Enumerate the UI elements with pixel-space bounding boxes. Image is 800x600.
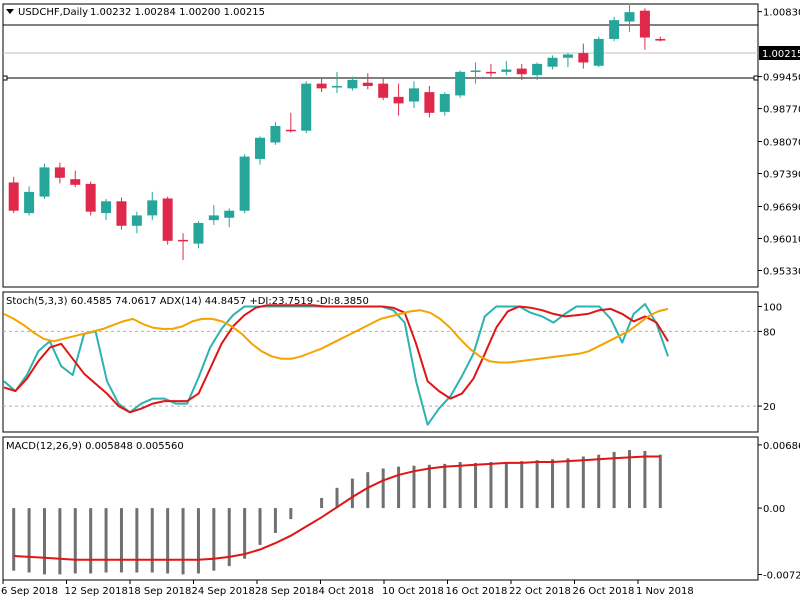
candle-body <box>70 179 81 185</box>
candle-body <box>609 20 620 39</box>
ohlc-label: 1.00232 1.00284 1.00200 1.00215 <box>90 7 265 18</box>
candle-body <box>301 83 312 131</box>
candle-body <box>270 126 281 143</box>
adx-line <box>3 307 669 364</box>
candle-body <box>532 63 543 76</box>
candle-body <box>224 210 235 218</box>
price-panel <box>2 3 759 288</box>
stoch-tick-label: 100 <box>763 302 782 313</box>
macd-signal-line <box>13 455 661 561</box>
candle-body <box>54 167 65 178</box>
candle-body <box>639 10 650 38</box>
date-tick-label: 4 Oct 2018 <box>319 586 374 597</box>
candle-body <box>455 71 466 96</box>
stoch-tick-label: 80 <box>763 327 776 338</box>
candle-body <box>193 222 204 244</box>
macd-tick-label: 0.006863 <box>763 441 800 452</box>
date-tick-label: 24 Sep 2018 <box>192 586 255 597</box>
candle-body <box>101 201 112 214</box>
candle-body <box>362 82 373 86</box>
candle-body <box>439 94 450 112</box>
candle-body <box>562 54 573 58</box>
candle-body <box>131 215 142 226</box>
candle-body <box>285 129 296 132</box>
candle-body <box>501 69 512 72</box>
candles-layer <box>8 3 666 261</box>
stoch-axis: 100 80 20 <box>758 302 782 413</box>
macd-layer <box>12 450 662 575</box>
candle-body <box>178 239 189 242</box>
candle-body <box>655 38 666 41</box>
candle-body <box>578 53 589 63</box>
candle-body <box>408 88 419 102</box>
candle-body <box>485 71 496 74</box>
candle-body <box>208 215 219 221</box>
date-tick-label: 10 Oct 2018 <box>382 586 444 597</box>
stoch-label: Stoch(5,3,3) 60.4585 74.0617 ADX(14) 44.… <box>6 296 369 307</box>
date-tick-label: 12 Sep 2018 <box>65 586 128 597</box>
candle-body <box>393 96 404 104</box>
candle-body <box>347 79 358 89</box>
date-tick-label: 26 Oct 2018 <box>573 586 635 597</box>
candle-body <box>624 12 635 22</box>
candle-body <box>332 86 342 88</box>
symbol-label: USDCHF,Daily <box>18 7 88 18</box>
date-axis: 6 Sep 2018 12 Sep 2018 18 Sep 2018 24 Sep 2… <box>1 580 694 597</box>
date-tick-label: 28 Sep 2018 <box>255 586 318 597</box>
candle-body <box>8 182 19 211</box>
date-tick-label: 22 Oct 2018 <box>509 586 571 597</box>
macd-tick-label: -0.007215 <box>763 571 800 582</box>
macd-label: MACD(12,26,9) 0.005848 0.005560 <box>6 441 184 452</box>
candle-body <box>424 92 435 113</box>
macd-panel <box>2 436 759 581</box>
stoch-signal-line <box>3 304 669 414</box>
candle-body <box>162 198 173 241</box>
stoch-tick-label: 20 <box>763 402 776 413</box>
date-tick-label: 16 Oct 2018 <box>446 586 508 597</box>
date-tick-label: 18 Sep 2018 <box>128 586 191 597</box>
candle-body <box>147 200 158 216</box>
dropdown-triangle-icon[interactable] <box>6 9 14 14</box>
candle-body <box>470 70 481 72</box>
stoch-panel <box>2 291 759 433</box>
date-tick-label: 6 Sep 2018 <box>1 586 58 597</box>
macd-axis: 0.006863 0.00 -0.007215 <box>758 441 800 582</box>
candle-body <box>85 183 96 212</box>
macd-tick-label: 0.00 <box>763 504 785 515</box>
candle-body <box>39 167 50 197</box>
date-tick-label: 1 Nov 2018 <box>636 586 694 597</box>
candle-body <box>547 57 558 67</box>
hline-handle-right[interactable] <box>753 75 759 81</box>
candle-body <box>255 137 266 159</box>
candle-body <box>116 201 127 226</box>
candle-body <box>378 83 389 98</box>
stoch-layer <box>3 303 758 426</box>
hline-handle-left[interactable] <box>2 75 8 81</box>
candle-body <box>316 83 327 89</box>
candle-body <box>516 68 527 75</box>
current-price-label: 1.00215 <box>762 49 800 60</box>
candle-body <box>24 191 35 214</box>
price-tick-label: 0.95330 <box>763 266 800 277</box>
candle-body <box>239 156 250 211</box>
current-price-box <box>759 46 800 60</box>
candle-body <box>593 38 604 66</box>
